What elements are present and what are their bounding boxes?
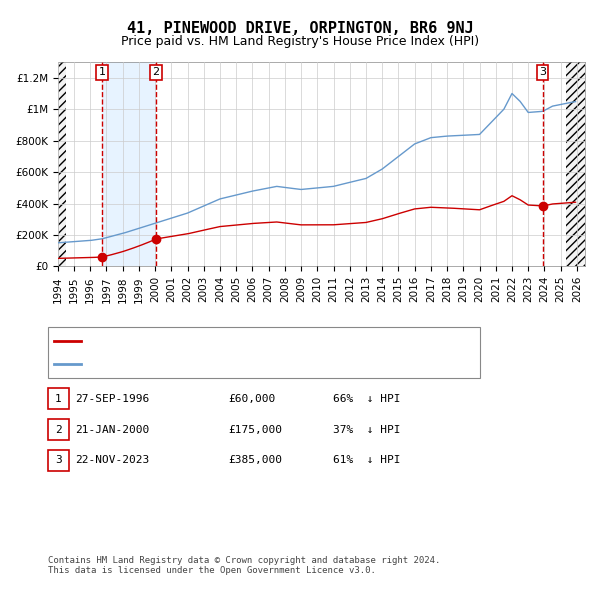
Text: Price paid vs. HM Land Registry's House Price Index (HPI): Price paid vs. HM Land Registry's House … [121,35,479,48]
Text: £385,000: £385,000 [228,455,282,465]
Text: 21-JAN-2000: 21-JAN-2000 [75,425,149,434]
Text: 22-NOV-2023: 22-NOV-2023 [75,455,149,465]
Text: 41, PINEWOOD DRIVE, ORPINGTON, BR6 9NJ (detached house): 41, PINEWOOD DRIVE, ORPINGTON, BR6 9NJ (… [87,336,431,346]
Text: 1: 1 [98,67,106,77]
Text: Contains HM Land Registry data © Crown copyright and database right 2024.
This d: Contains HM Land Registry data © Crown c… [48,556,440,575]
Text: £60,000: £60,000 [228,394,275,404]
Text: 27-SEP-1996: 27-SEP-1996 [75,394,149,404]
Text: 3: 3 [539,67,546,77]
Text: 3: 3 [55,455,62,465]
Text: 66%  ↓ HPI: 66% ↓ HPI [333,394,401,404]
Text: 1: 1 [55,394,62,404]
Text: £175,000: £175,000 [228,425,282,434]
Text: 41, PINEWOOD DRIVE, ORPINGTON, BR6 9NJ: 41, PINEWOOD DRIVE, ORPINGTON, BR6 9NJ [127,21,473,35]
Text: 2: 2 [152,67,160,77]
Text: 61%  ↓ HPI: 61% ↓ HPI [333,455,401,465]
Bar [58,62,66,267]
Text: 2: 2 [55,425,62,434]
Bar [566,62,585,267]
Bar [102,62,156,267]
Text: 37%  ↓ HPI: 37% ↓ HPI [333,425,401,434]
Text: HPI: Average price, detached house, Bromley: HPI: Average price, detached house, Brom… [87,359,356,369]
